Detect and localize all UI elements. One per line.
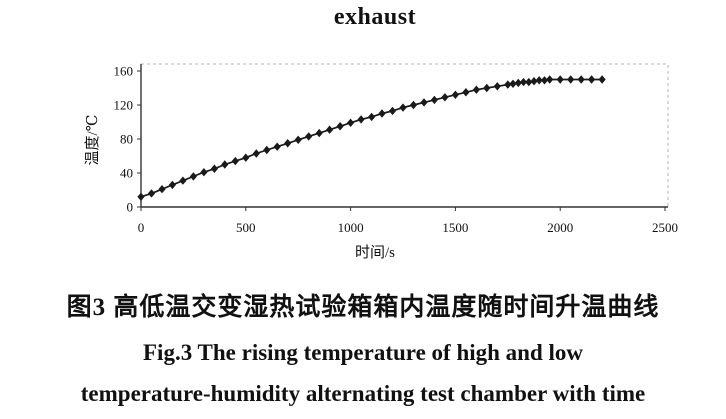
y-tick-label: 80	[120, 132, 133, 147]
y-tick-label: 40	[120, 166, 133, 181]
x-tick-label: 1500	[442, 220, 468, 235]
x-axis-title: 时间/s	[355, 244, 395, 261]
data-series	[137, 75, 606, 201]
x-tick-label: 1000	[338, 220, 364, 235]
figure-top-label: exhaust	[333, 4, 417, 30]
caption-chinese: 图3 高低温交变湿热试验箱箱内温度随时间升温曲线	[66, 294, 660, 321]
y-tick-label: 120	[114, 98, 134, 113]
x-tick-label: 0	[138, 220, 145, 235]
axis-ticks: 0 500 1000 1500 2000 2500 0 40 80 120 160	[114, 64, 679, 236]
caption-english-line2: temperature-humidity alternating test ch…	[80, 381, 646, 406]
temperature-chart: 0 500 1000 1500 2000 2500 0 40 80 120 160 温度/℃ 时间/…	[84, 63, 679, 261]
caption-english-line1: Fig.3 The rising temperature of high and…	[143, 340, 583, 365]
y-axis-title: 温度/℃	[84, 115, 101, 166]
x-tick-label: 2500	[652, 220, 678, 235]
temperature-line	[140, 78, 603, 198]
x-tick-label: 2000	[547, 220, 573, 235]
diamond-markers	[137, 75, 606, 201]
plot-frame	[140, 63, 669, 208]
x-tick-label: 500	[236, 220, 256, 235]
y-tick-label: 160	[114, 64, 134, 79]
y-tick-label: 0	[127, 200, 134, 215]
